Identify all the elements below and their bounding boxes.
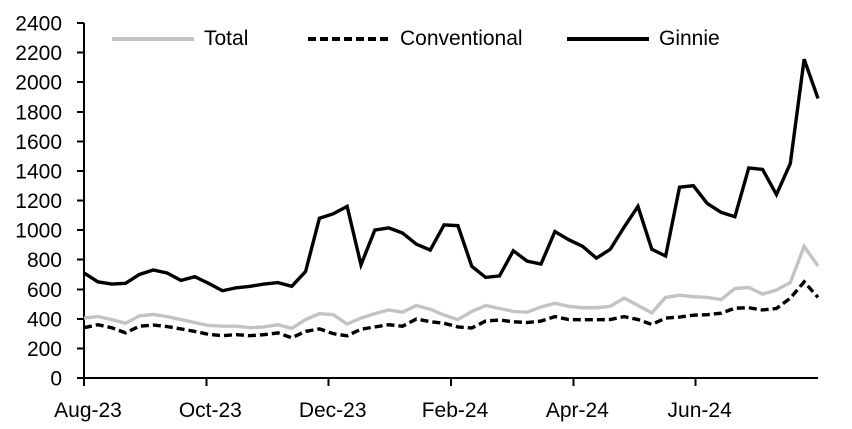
legend-item-ginnie: Ginnie xyxy=(566,26,720,52)
y-tick-label: 2000 xyxy=(15,72,62,95)
y-tick-label: 0 xyxy=(50,368,62,391)
y-tick-label: 1000 xyxy=(15,220,62,243)
y-tick-label: 2400 xyxy=(15,13,62,36)
legend-label-ginnie: Ginnie xyxy=(659,27,720,50)
legend-label-total: Total xyxy=(204,27,249,50)
series-line-total xyxy=(83,242,820,331)
legend-label-conventional: Conventional xyxy=(400,27,523,50)
y-tick-label: 400 xyxy=(27,308,62,331)
legend-item-total: Total xyxy=(111,26,248,52)
chart-legend: Total Conventional Ginnie xyxy=(0,26,852,52)
y-tick-label: 1400 xyxy=(15,160,62,183)
x-tick-label: Oct-23 xyxy=(179,399,242,422)
x-tick-label: Dec-23 xyxy=(299,399,367,422)
x-tick-label: Apr-24 xyxy=(546,399,609,422)
x-tick-label: Jun-24 xyxy=(668,399,733,422)
y-tick-label: 200 xyxy=(27,338,62,361)
y-tick-label: 600 xyxy=(27,279,62,302)
series-line-conventional xyxy=(83,279,820,340)
x-tick-label: Feb-24 xyxy=(422,399,489,422)
y-tick-label: 1200 xyxy=(15,190,62,213)
y-tick-label: 1800 xyxy=(15,101,62,124)
legend-swatch-total-icon xyxy=(112,37,194,41)
x-tick-label: Aug-23 xyxy=(54,399,122,422)
legend-swatch-ginnie-icon xyxy=(567,37,649,41)
legend-swatch-conventional-icon xyxy=(308,37,390,41)
series-line-ginnie xyxy=(83,58,820,293)
y-tick-label: 1600 xyxy=(15,131,62,154)
y-tick-label: 2200 xyxy=(15,42,62,65)
legend-item-conventional: Conventional xyxy=(307,26,523,52)
y-tick-label: 800 xyxy=(27,249,62,272)
